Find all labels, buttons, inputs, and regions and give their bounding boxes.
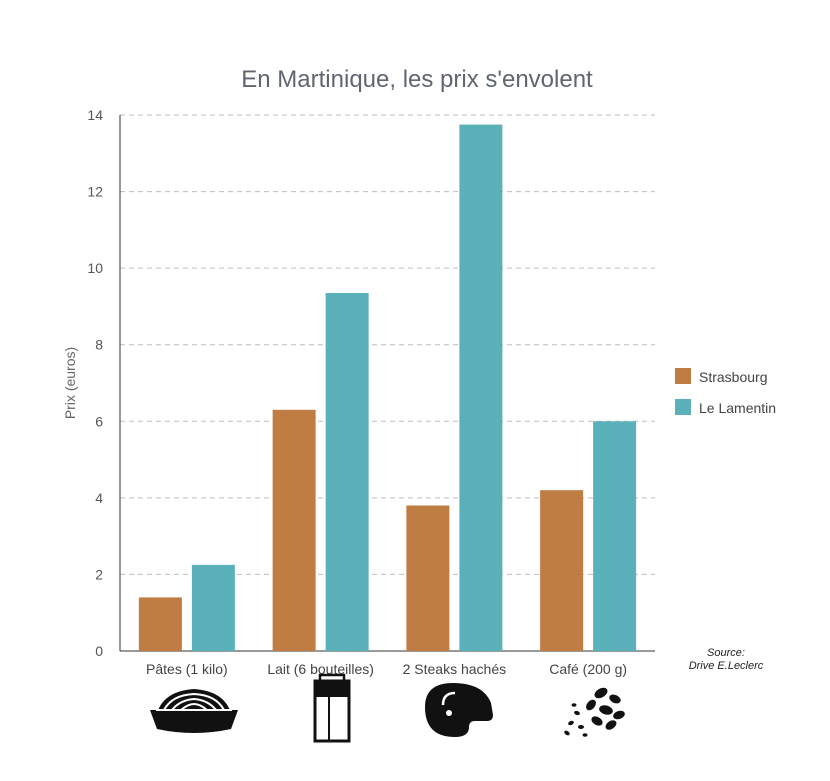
bars: [138, 124, 637, 652]
coffee-beans-icon: [564, 687, 625, 737]
bar-le-lamentin: [191, 564, 235, 651]
x-category-label: Lait (6 bouteilles): [267, 661, 374, 677]
legend: Strasbourg Le Lamentin: [675, 368, 776, 416]
bar-strasbourg: [406, 505, 450, 651]
bar-le-lamentin: [459, 124, 503, 652]
bar-le-lamentin: [325, 293, 369, 651]
milk-carton-icon: [313, 673, 351, 743]
y-axis-ticks: 0 2 4 6 8 10 12 14: [87, 107, 103, 659]
y-tick-label: 4: [95, 490, 103, 506]
y-tick-label: 10: [87, 260, 103, 276]
x-category-label: Café (200 g): [549, 661, 627, 677]
bar-le-lamentin: [593, 421, 637, 651]
bar-strasbourg: [138, 597, 182, 651]
source-text: Drive E.Leclerc: [689, 660, 764, 672]
y-axis-label: Prix (euros): [62, 347, 78, 419]
source-label: Source:: [707, 647, 745, 659]
bar-strasbourg: [272, 409, 316, 651]
y-tick-label: 0: [95, 643, 103, 659]
x-category-label: Pâtes (1 kilo): [146, 661, 228, 677]
y-tick-label: 2: [95, 566, 103, 582]
legend-swatch-le-lamentin: [675, 399, 691, 415]
y-tick-label: 6: [95, 413, 103, 429]
pasta-bowl-icon: [150, 689, 238, 733]
y-tick-label: 14: [87, 107, 103, 123]
legend-label-le-lamentin: Le Lamentin: [699, 400, 776, 416]
x-category-label: 2 Steaks hachés: [403, 661, 507, 677]
legend-swatch-strasbourg: [675, 368, 691, 384]
y-tick-label: 8: [95, 337, 103, 353]
chart-title: En Martinique, les prix s'envolent: [241, 66, 593, 93]
steak-icon: [425, 683, 493, 737]
y-tick-label: 12: [87, 184, 103, 200]
legend-label-strasbourg: Strasbourg: [699, 369, 767, 385]
bar-strasbourg: [540, 490, 584, 651]
x-axis-categories: Pâtes (1 kilo) Lait (6 bouteilles) 2 Steak…: [146, 661, 627, 677]
